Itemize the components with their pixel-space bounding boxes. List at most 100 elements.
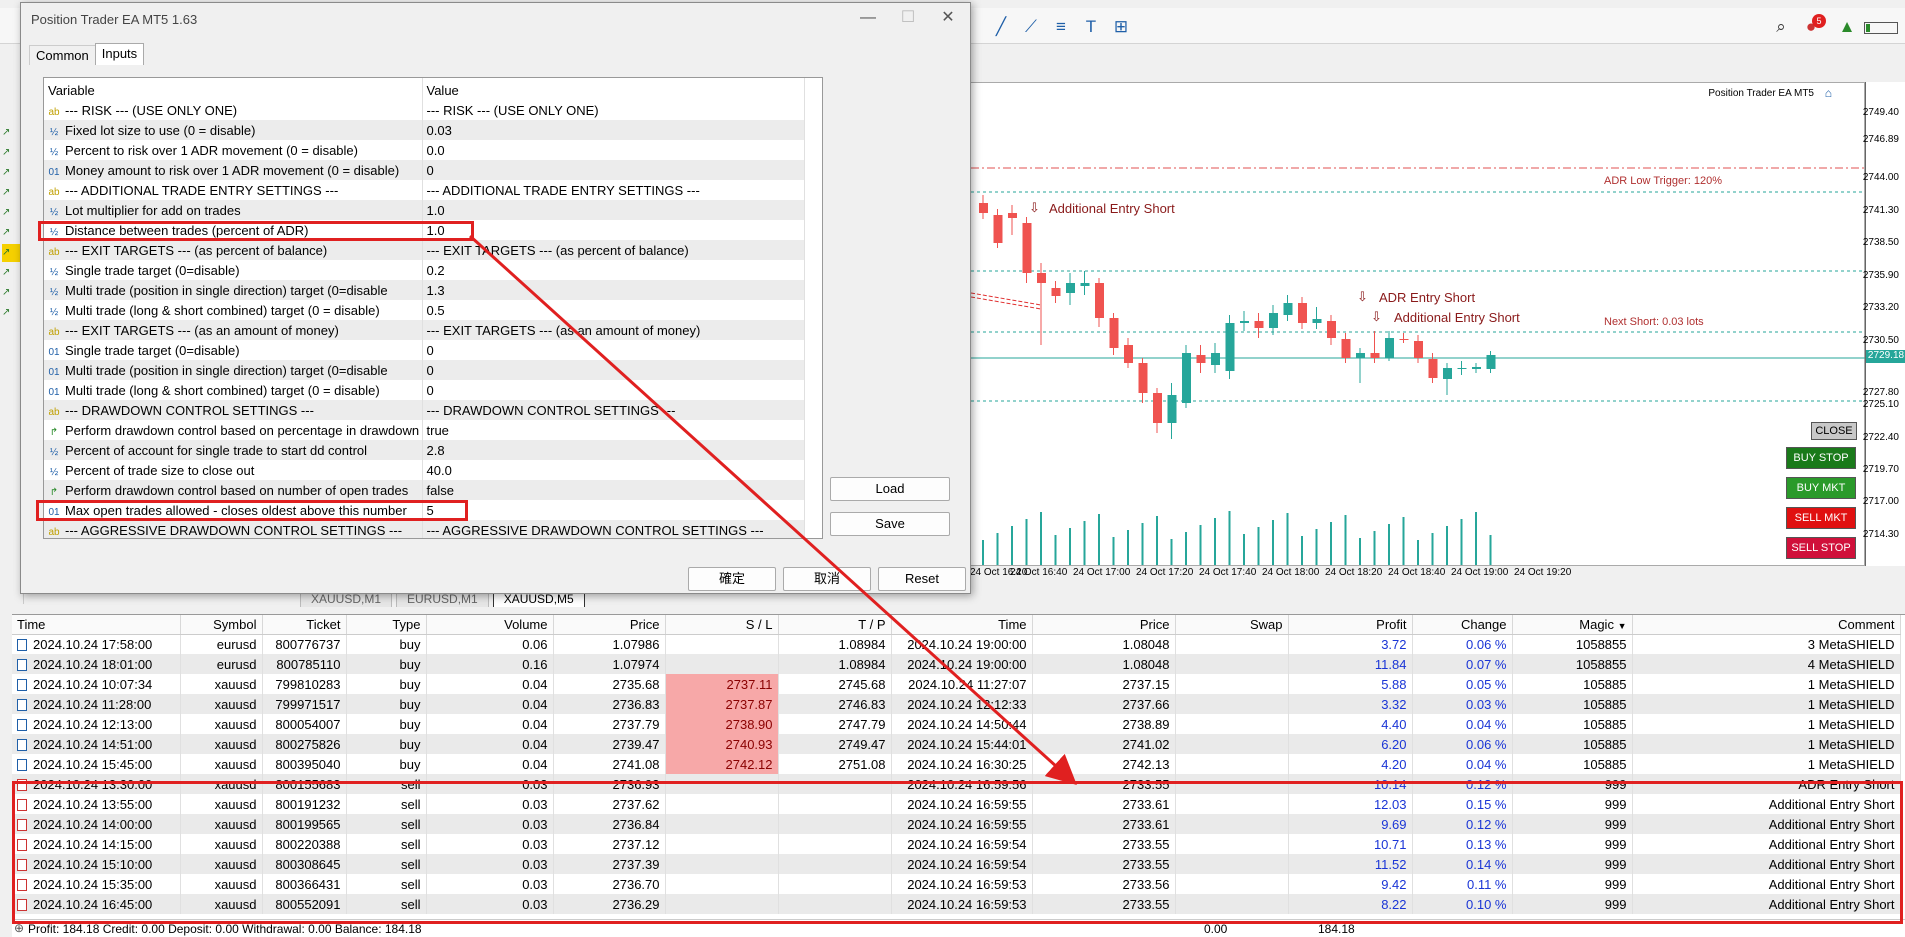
input-row[interactable]: ab --- RISK --- (USE ONLY ONE) --- RISK --… xyxy=(44,100,805,120)
col-change[interactable]: Change xyxy=(1412,615,1513,635)
input-value[interactable]: 0 xyxy=(422,160,805,180)
shapes-icon[interactable]: ⊞ xyxy=(1113,17,1129,36)
col-price[interactable]: Price xyxy=(553,615,666,635)
sell-market-button[interactable]: SELL MKT xyxy=(1786,507,1856,529)
input-row[interactable]: ab --- DRAWDOWN CONTROL SETTINGS --- --- D… xyxy=(44,400,805,420)
trade-row[interactable]: 2024.10.24 15:35:00 xauusd 800366431 sell 0.… xyxy=(12,874,1901,894)
input-row[interactable]: ab --- AGGRESSIVE DRAWDOWN CONTROL SETTIN… xyxy=(44,520,805,538)
input-row[interactable]: ↱ Perform drawdown control based on numbe… xyxy=(44,480,805,500)
input-row[interactable]: ↱ Perform drawdown control based on perce… xyxy=(44,420,805,440)
input-row[interactable]: ½ Single trade target (0=disable) 0.2 xyxy=(44,260,805,280)
save-button[interactable]: Save xyxy=(830,512,950,536)
input-value[interactable]: 0.2 xyxy=(422,260,805,280)
col-magic[interactable]: Magic ▼ xyxy=(1512,615,1633,635)
collapse-icon[interactable]: ⊕ xyxy=(14,921,25,935)
price-chart[interactable]: Position Trader EA MT5 ⌂ ADR Low Trigger… xyxy=(970,82,1866,566)
input-value[interactable]: 5 xyxy=(422,500,805,520)
col-tp[interactable]: T / P xyxy=(778,615,892,635)
input-value[interactable]: 1.0 xyxy=(422,220,805,240)
crosshair-icon[interactable]: ╱ xyxy=(995,17,1007,36)
buy-order-icon xyxy=(17,758,27,771)
input-value[interactable]: 0.0 xyxy=(422,140,805,160)
input-value[interactable]: 1.3 xyxy=(422,280,805,300)
col-close-price[interactable]: Price xyxy=(1032,615,1176,635)
trade-row[interactable]: 2024.10.24 13:55:00 xauusd 800191232 sell 0.… xyxy=(12,794,1901,814)
close-all-button[interactable]: CLOSE xyxy=(1811,422,1857,440)
col-variable[interactable]: Variable xyxy=(44,78,423,100)
input-value[interactable]: --- AGGRESSIVE DRAWDOWN CONTROL SETTINGS… xyxy=(422,520,805,538)
col-time[interactable]: Time xyxy=(12,615,181,635)
input-value[interactable]: --- ADDITIONAL TRADE ENTRY SETTINGS --- xyxy=(422,180,805,200)
trade-row[interactable]: 2024.10.24 14:51:00 xauusd 800275826 buy 0.0… xyxy=(12,734,1901,754)
col-sl[interactable]: S / L xyxy=(665,615,779,635)
input-row[interactable]: ½ Percent of trade size to close out 40.0 xyxy=(44,460,805,480)
col-symbol[interactable]: Symbol xyxy=(180,615,263,635)
input-value[interactable]: false xyxy=(422,480,805,500)
col-volume[interactable]: Volume xyxy=(426,615,554,635)
notification-icon[interactable]: ● xyxy=(1805,17,1817,36)
input-value[interactable]: --- DRAWDOWN CONTROL SETTINGS --- xyxy=(422,400,805,420)
tab-common[interactable]: Common xyxy=(29,45,96,65)
trade-row[interactable]: 2024.10.24 14:00:00 xauusd 800199565 sell 0.… xyxy=(12,814,1901,834)
buy-market-button[interactable]: BUY MKT xyxy=(1786,477,1856,499)
col-swap[interactable]: Swap xyxy=(1175,615,1289,635)
input-value[interactable]: 0.03 xyxy=(422,120,805,140)
input-value[interactable]: --- EXIT TARGETS --- (as percent of bala… xyxy=(422,240,805,260)
col-profit[interactable]: Profit xyxy=(1288,615,1413,635)
text-icon[interactable]: T xyxy=(1085,17,1097,36)
trade-row[interactable]: 2024.10.24 12:13:00 xauusd 800054007 buy 0.0… xyxy=(12,714,1901,734)
input-row[interactable]: 01 Multi trade (position in single direct… xyxy=(44,360,805,380)
input-value[interactable]: 0 xyxy=(422,380,805,400)
trade-row[interactable]: 2024.10.24 17:58:00 eurusd 800776737 buy 0.0… xyxy=(12,634,1901,654)
col-value[interactable]: Value xyxy=(422,78,805,100)
fibo-icon[interactable]: ≡ xyxy=(1056,17,1066,36)
trade-row[interactable]: 2024.10.24 15:10:00 xauusd 800308645 sell 0.… xyxy=(12,854,1901,874)
tab-inputs[interactable]: Inputs xyxy=(94,43,145,65)
load-button[interactable]: Load xyxy=(830,477,950,501)
input-row[interactable]: 01 Money amount to risk over 1 ADR moveme… xyxy=(44,160,805,180)
input-value[interactable]: 0 xyxy=(422,360,805,380)
input-value[interactable]: 2.8 xyxy=(422,440,805,460)
trade-row[interactable]: 2024.10.24 18:01:00 eurusd 800785110 buy 0.1… xyxy=(12,654,1901,674)
input-row[interactable]: 01 Single trade target (0=disable) 0 xyxy=(44,340,805,360)
col-comment[interactable]: Comment xyxy=(1632,615,1901,635)
input-value[interactable]: --- EXIT TARGETS --- (as an amount of mo… xyxy=(422,320,805,340)
input-row[interactable]: ½ Percent of account for single trade to … xyxy=(44,440,805,460)
input-value[interactable]: 40.0 xyxy=(422,460,805,480)
input-value[interactable]: 0.5 xyxy=(422,300,805,320)
trendline-icon[interactable]: ⟋ xyxy=(1025,17,1037,36)
trade-cell-time2: 2024.10.24 16:59:54 xyxy=(891,834,1033,854)
close-icon[interactable]: ✕ xyxy=(941,9,955,26)
ok-button[interactable]: 確定 xyxy=(688,567,776,591)
col-ticket[interactable]: Ticket xyxy=(262,615,347,635)
input-value[interactable]: 1.0 xyxy=(422,200,805,220)
trade-row[interactable]: 2024.10.24 11:28:00 xauusd 799971517 buy 0.0… xyxy=(12,694,1901,714)
input-row[interactable]: ½ Percent to risk over 1 ADR movement (0 … xyxy=(44,140,805,160)
trade-row[interactable]: 2024.10.24 15:45:00 xauusd 800395040 buy 0.0… xyxy=(12,754,1901,774)
input-row[interactable]: ½ Fixed lot size to use (0 = disable) 0.03 xyxy=(44,120,805,140)
reset-button[interactable]: Reset xyxy=(878,567,966,591)
trade-row[interactable]: 2024.10.24 13:30:00 xauusd 800155683 sell 0.… xyxy=(12,774,1901,794)
trade-row[interactable]: 2024.10.24 14:15:00 xauusd 800220388 sell 0.… xyxy=(12,834,1901,854)
col-close-time[interactable]: Time xyxy=(891,615,1033,635)
trade-row[interactable]: 2024.10.24 10:07:34 xauusd 799810283 buy 0.0… xyxy=(12,674,1901,694)
input-row[interactable]: 01 Multi trade (long & short combined) ta… xyxy=(44,380,805,400)
input-row[interactable]: ab --- EXIT TARGETS --- (as an amount of … xyxy=(44,320,805,340)
minimize-icon[interactable]: — xyxy=(860,9,876,26)
input-row[interactable]: ½ Multi trade (long & short combined) tar… xyxy=(44,300,805,320)
maximize-icon[interactable]: ☐ xyxy=(900,9,916,26)
input-value[interactable]: true xyxy=(422,420,805,440)
cancel-button[interactable]: 取消 xyxy=(783,567,871,591)
col-type[interactable]: Type xyxy=(346,615,427,635)
input-value[interactable]: 0 xyxy=(422,340,805,360)
buy-stop-button[interactable]: BUY STOP xyxy=(1786,447,1856,469)
input-row[interactable]: ½ Multi trade (position in single directi… xyxy=(44,280,805,300)
search-icon[interactable]: ⌕ xyxy=(1776,17,1786,36)
input-row[interactable]: ½ Lot multiplier for add on trades 1.0 xyxy=(44,200,805,220)
input-value[interactable]: --- RISK --- (USE ONLY ONE) xyxy=(422,100,805,120)
input-row[interactable]: ab --- ADDITIONAL TRADE ENTRY SETTINGS --… xyxy=(44,180,805,200)
signal-icon[interactable]: ▲ xyxy=(1838,17,1856,36)
input-row[interactable]: ab --- EXIT TARGETS --- (as percent of ba… xyxy=(44,240,805,260)
trade-row[interactable]: 2024.10.24 16:45:00 xauusd 800552091 sell 0.… xyxy=(12,894,1901,914)
sell-stop-button[interactable]: SELL STOP xyxy=(1786,537,1856,559)
